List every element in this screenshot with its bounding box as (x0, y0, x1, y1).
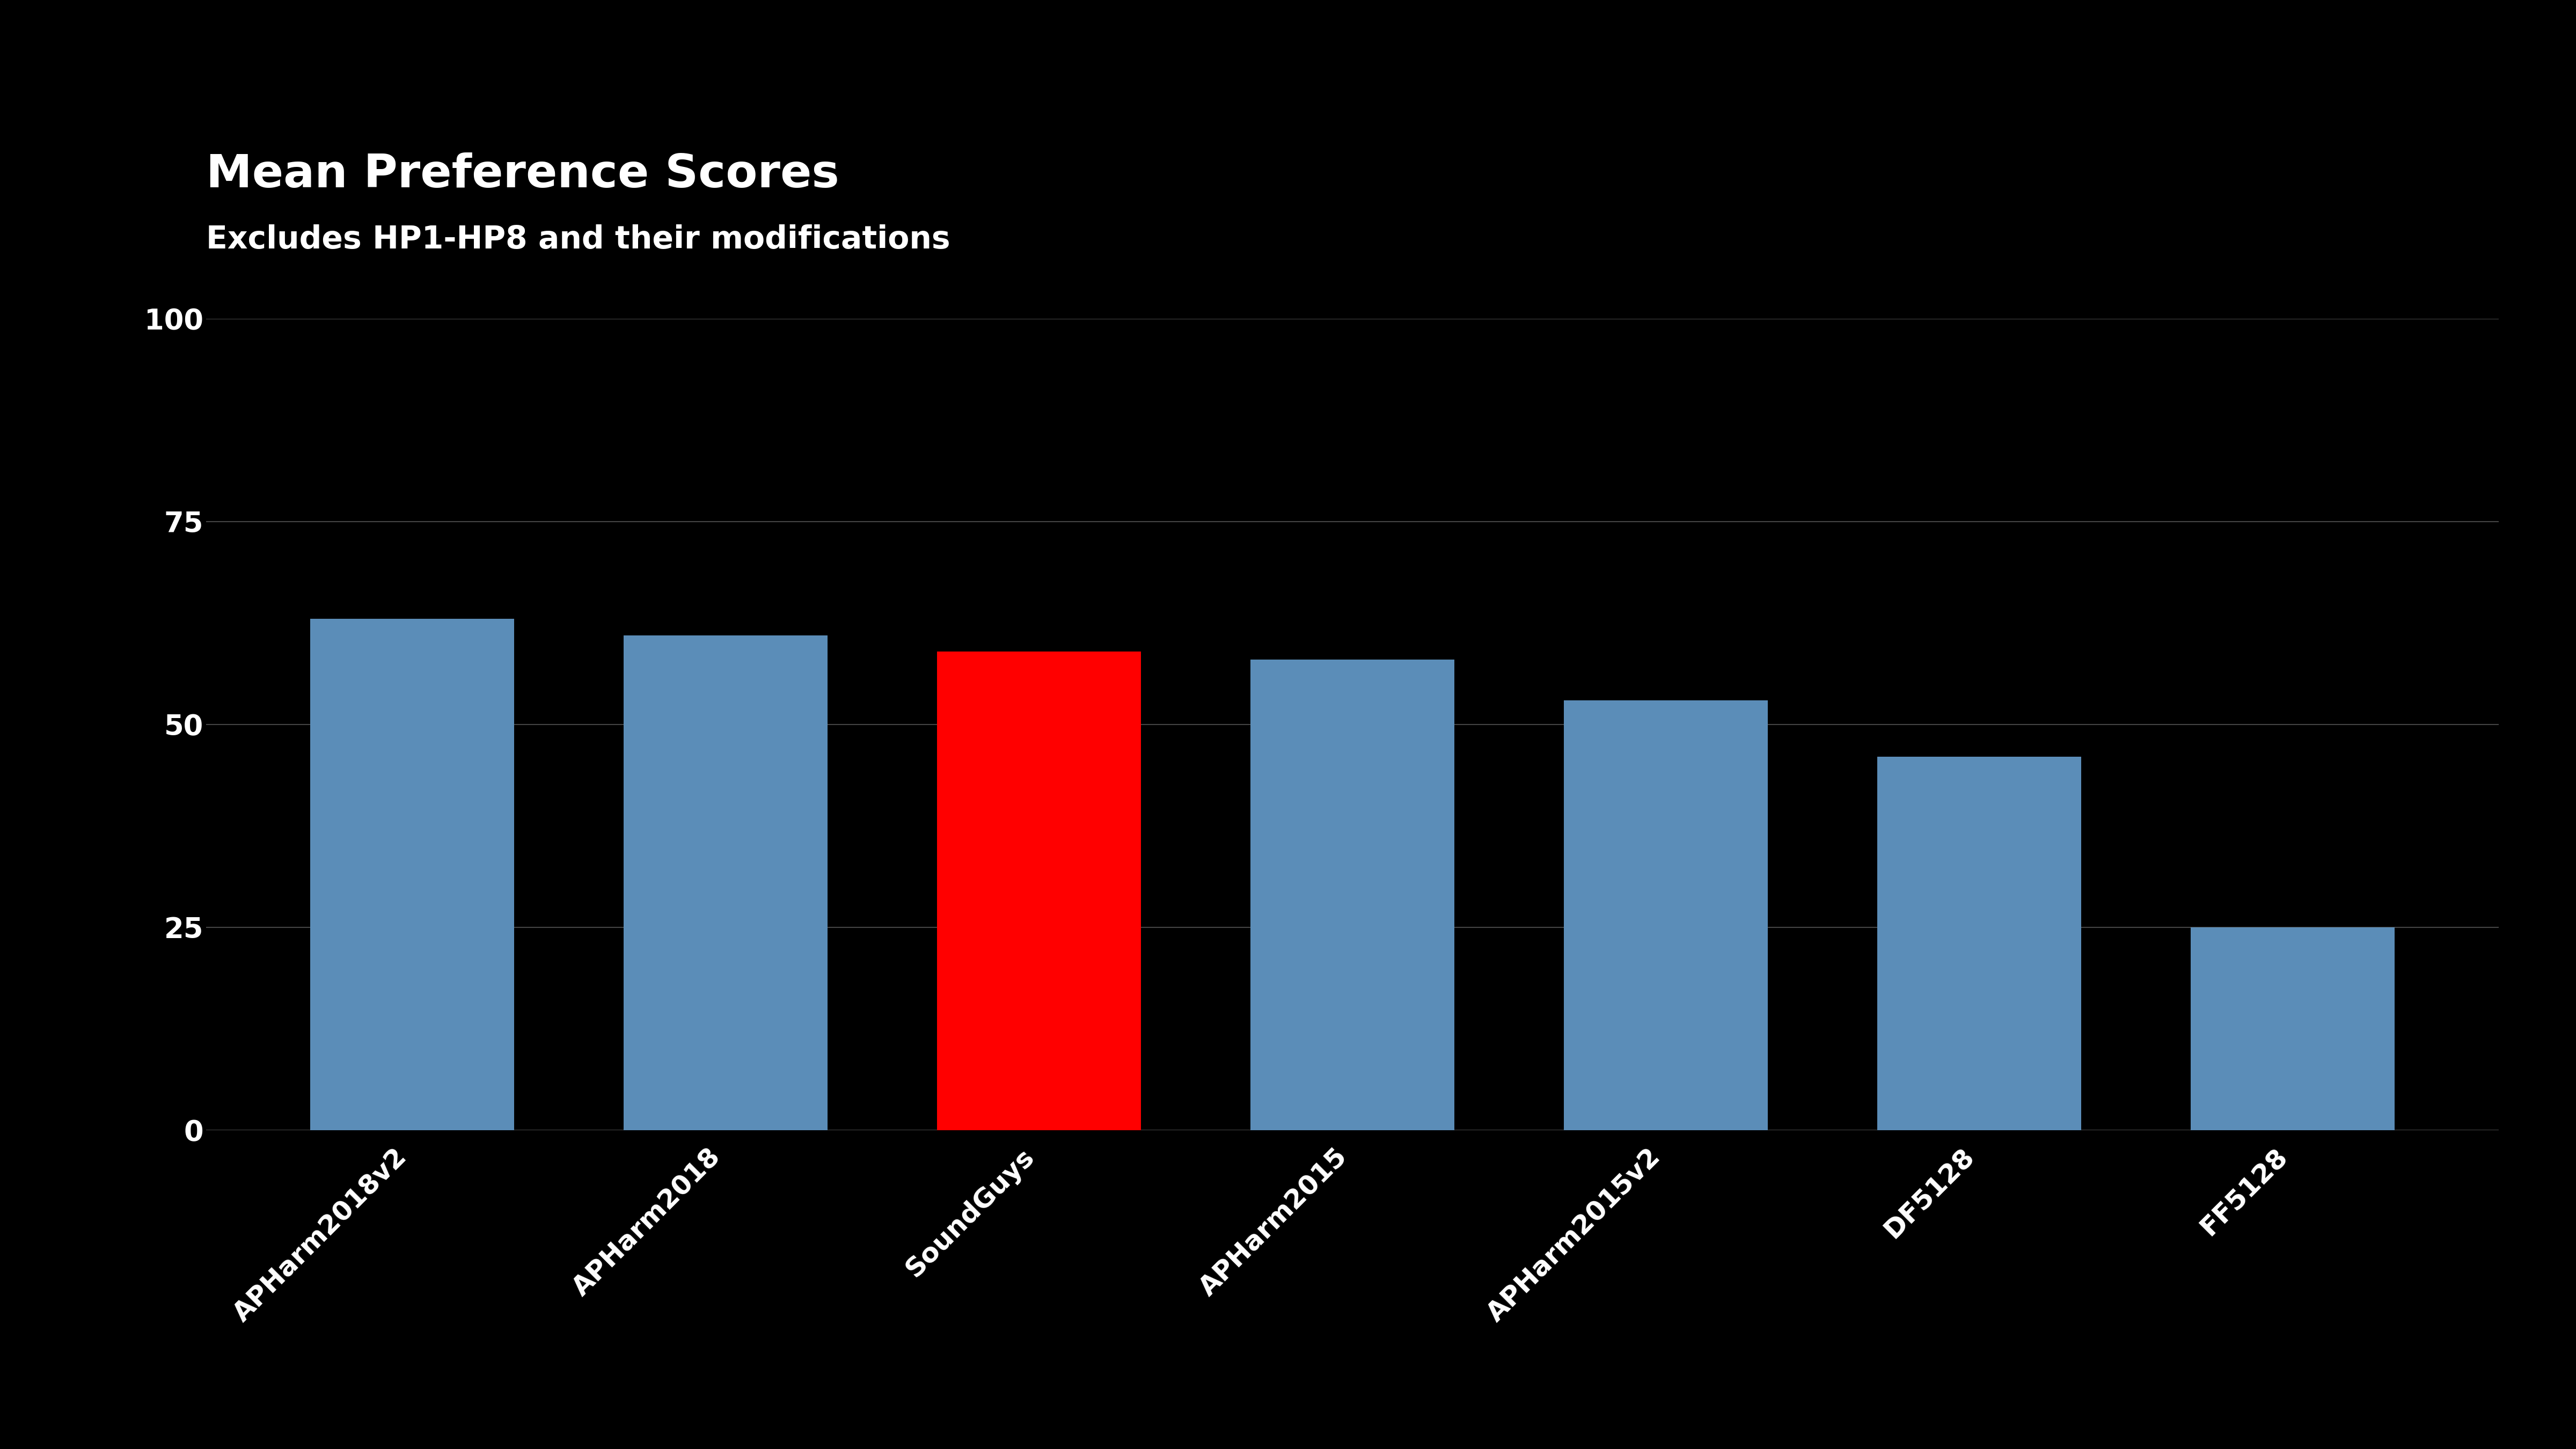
Bar (309, 619, 515, 1130)
Bar (1564, 700, 1767, 1130)
Text: Mean Preference Scores: Mean Preference Scores (206, 152, 840, 197)
Bar (623, 635, 827, 1130)
Bar (1249, 659, 1455, 1130)
Bar (1878, 756, 2081, 1130)
Bar (938, 652, 1141, 1130)
Bar (2190, 927, 2396, 1130)
Text: Excludes HP1-HP8 and their modifications: Excludes HP1-HP8 and their modifications (206, 225, 951, 255)
